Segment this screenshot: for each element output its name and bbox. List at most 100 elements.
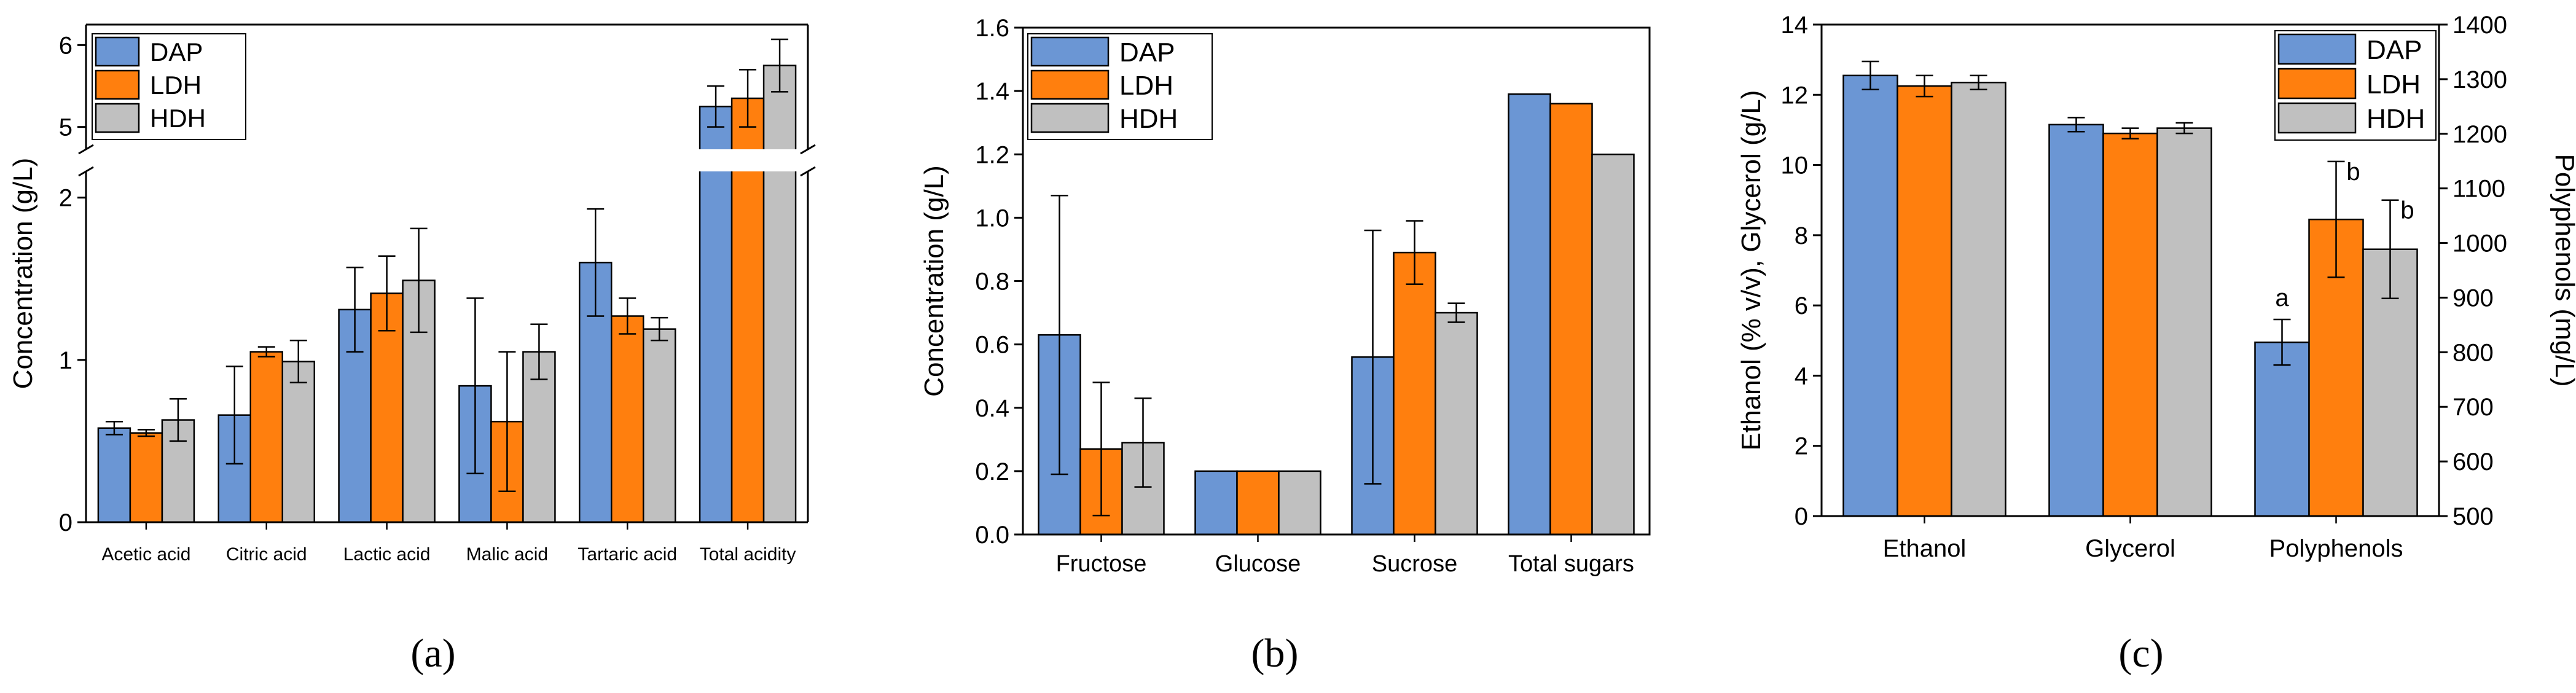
bar-hdh-glucose [1278, 470, 1321, 536]
y2-tick-label-1200: 1200 [2453, 121, 2507, 148]
y-tick-label-12: 12 [1781, 82, 1809, 109]
legend-label-hdh: HDH [150, 104, 206, 133]
y2-tick-label-900: 900 [2453, 284, 2494, 311]
legend-swatch-ldh [95, 69, 140, 100]
significance-letter-dap: a [2275, 284, 2289, 311]
legend-swatch-hdh [95, 103, 140, 133]
bar-ldh-ethanol [1897, 85, 1952, 517]
axis-break-mark-right [800, 166, 816, 177]
x-tick-label-fructose: Fructose [1056, 551, 1147, 577]
legend-label-ldh: LDH [1119, 71, 1173, 101]
legend-swatch-dap [1030, 36, 1110, 67]
bar-ldh-glycerol [2102, 132, 2158, 517]
legend-label-hdh: HDH [1119, 104, 1178, 134]
bar-dap-tartaric-acid [579, 262, 613, 523]
bar-hdh-total-acidity [762, 65, 797, 523]
legend-label-ldh: LDH [150, 71, 202, 100]
x-tick-label-tartaric-acid: Tartaric acid [577, 544, 677, 565]
x-tick-label-total-sugars: Total sugars [1508, 551, 1634, 577]
panel-label-c: (c) [2118, 631, 2163, 676]
x-tick-label-acetic-acid: Acetic acid [101, 544, 190, 565]
bar-ldh-lactic-acid [370, 292, 404, 523]
legend-swatch-dap [95, 36, 140, 67]
y-axis-label: Concentration (g/L) [919, 165, 949, 397]
y-tick-label-1-4: 1.4 [975, 78, 1009, 105]
y-axis-label: Concentration (g/L) [8, 158, 38, 390]
bar-dap-glycerol [2048, 123, 2104, 517]
y-tick-label-1: 1 [59, 347, 72, 374]
legend-swatch-hdh [1030, 103, 1110, 133]
axis-break-mark-right [800, 144, 816, 155]
y-tick-label-0: 0 [1795, 503, 1808, 530]
y2-tick-label-1100: 1100 [2453, 176, 2505, 203]
y2-tick-label-800: 800 [2453, 339, 2494, 366]
x-tick-label-total-acidity: Total acidity [700, 544, 796, 565]
y-tick-label-8: 8 [1795, 222, 1808, 249]
legend-label-ldh: LDH [2367, 69, 2421, 100]
chart-panel-c: Ethanol Glycerol Polyphenols 0 2 4 6 8 10 12 14 500… [1736, 12, 2576, 562]
y2-tick-label-700: 700 [2453, 394, 2494, 421]
y-tick-label-2: 2 [1795, 433, 1808, 460]
legend-label-dap: DAP [1119, 37, 1175, 68]
legend-swatch-ldh [2277, 68, 2357, 100]
x-tick-label-sucrose: Sucrose [1372, 551, 1457, 577]
y-tick-label-0-4: 0.4 [975, 395, 1009, 422]
axis-break-mark-left [78, 144, 94, 155]
y-tick-label-1-0: 1.0 [975, 205, 1009, 232]
legend-swatch-ldh [1030, 69, 1110, 100]
significance-letter-hdh: b [2400, 197, 2414, 224]
plot-frame [1820, 23, 2440, 517]
x-tick-label-malic-acid: Malic acid [466, 544, 548, 565]
y-tick-label-6: 6 [1795, 292, 1808, 319]
legend-label-dap: DAP [2367, 35, 2422, 65]
y2-tick-label-1300: 1300 [2453, 66, 2507, 93]
bar-ldh-acetic-acid [129, 432, 163, 523]
y2-tick-label-1000: 1000 [2453, 230, 2507, 257]
panel-label-b: (b) [1251, 631, 1299, 676]
y2-axis-label: Polyphenols (mg/L) [2550, 154, 2576, 386]
y-tick-label-1-6: 1.6 [975, 15, 1009, 42]
y-tick-label-0-0: 0.0 [975, 522, 1009, 549]
chart-panel-b: Fructose Glucose Sucrose Total sugars 0.0 0.2… [919, 15, 1651, 577]
y2-tick-label-1400: 1400 [2453, 12, 2507, 39]
y-tick-label-5: 5 [59, 114, 72, 141]
x-tick-label-citric-acid: Citric acid [226, 544, 307, 565]
bar-hdh-glycerol [2156, 127, 2212, 517]
y-tick-label-0-6: 0.6 [975, 332, 1009, 359]
y-tick-label-0: 0 [59, 509, 72, 536]
panel-label-a: (a) [410, 631, 455, 676]
bar-dap-total-acidity [699, 106, 733, 523]
x-tick-label-glucose: Glucose [1215, 551, 1301, 577]
y2-tick-label-500: 500 [2453, 503, 2494, 530]
y-tick-label-4: 4 [1795, 362, 1808, 390]
bar-hdh-sucrose [1435, 311, 1478, 536]
bar-dap-ethanol [1842, 74, 1898, 517]
x-tick-label-lactic-acid: Lactic acid [343, 544, 431, 565]
y-tick-label-10: 10 [1781, 152, 1809, 179]
bar-ldh-citric-acid [249, 351, 283, 523]
bar-hdh-ethanol [1951, 82, 2006, 517]
y-tick-label-14: 14 [1781, 12, 1809, 39]
bar-ldh-total-sugars [1549, 103, 1593, 536]
y-tick-label-0-2: 0.2 [975, 458, 1009, 485]
bar-dap-total-sugars [1508, 93, 1551, 536]
x-tick-label-polyphenols: Polyphenols [2269, 535, 2403, 562]
bar-ldh-glucose [1236, 470, 1280, 536]
y2-tick-label-600: 600 [2453, 448, 2494, 476]
legend-label-hdh: HDH [2367, 104, 2425, 134]
bar-ldh-tartaric-acid [611, 315, 644, 523]
bar-ldh-sucrose [1393, 251, 1436, 536]
bar-dap-glucose [1194, 470, 1238, 536]
y-tick-label-2: 2 [59, 185, 72, 212]
legend-swatch-hdh [2277, 102, 2357, 134]
axis-break-gap [74, 149, 820, 171]
bar-dap-polyphenols [2254, 341, 2310, 517]
y-tick-label-1-2: 1.2 [975, 141, 1009, 168]
y-axis-label: Ethanol (% v/v), Glycerol (g/L) [1736, 90, 1766, 451]
y-tick-label-6: 6 [59, 32, 72, 59]
significance-letter-ldh: b [2346, 159, 2360, 186]
bar-hdh-total-sugars [1591, 154, 1635, 536]
bar-hdh-tartaric-acid [643, 328, 676, 523]
legend-label-dap: DAP [150, 37, 203, 66]
